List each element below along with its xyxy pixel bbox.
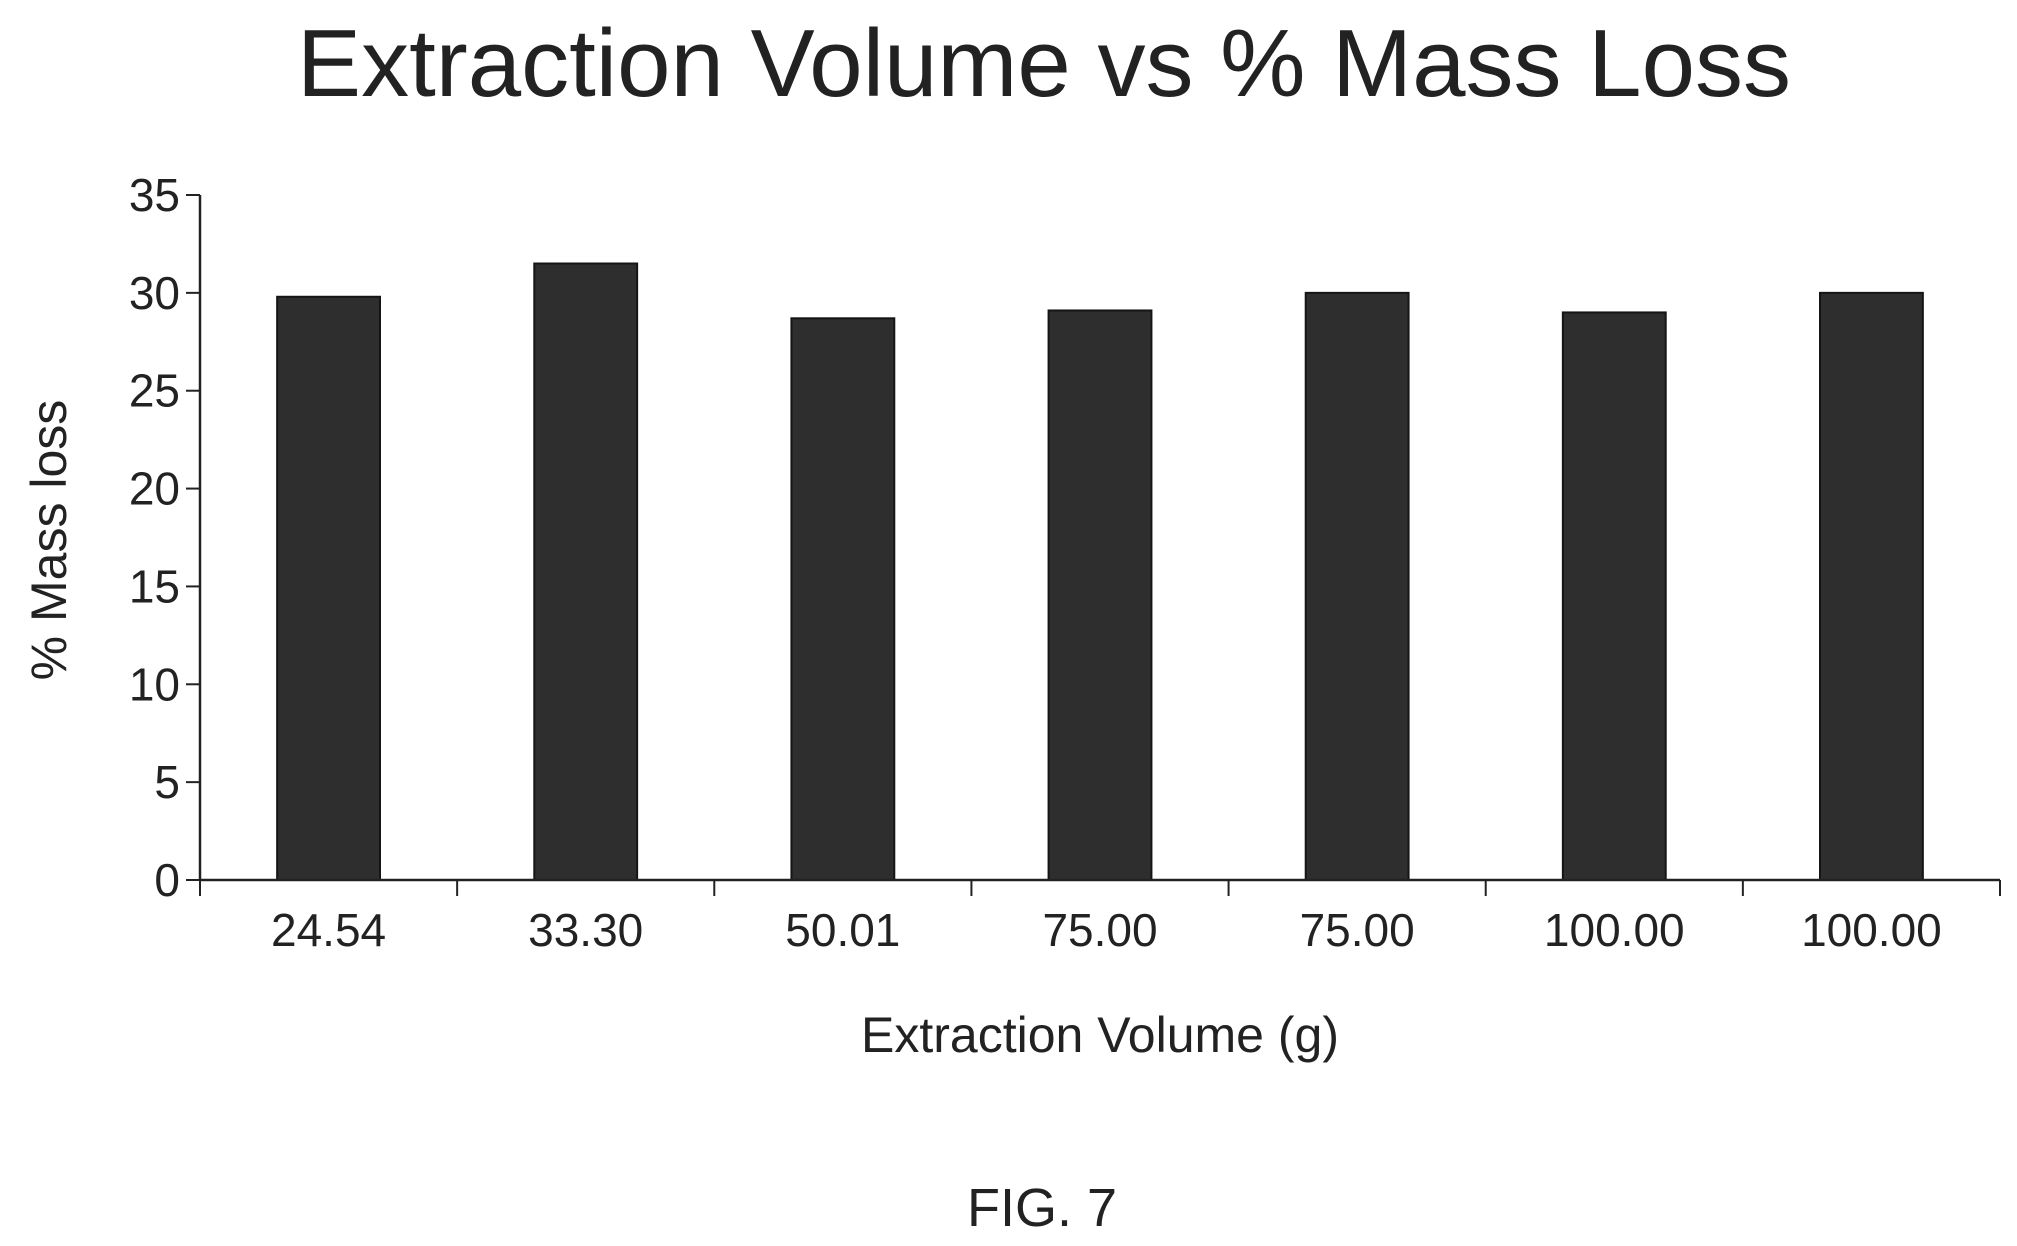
- x-axis-label: Extraction Volume (g): [861, 1007, 1339, 1063]
- bars: [276, 262, 1924, 882]
- x-axis-ticks: 24.54 33.30 50.01 75.00 75.00 100.00 100.00: [199, 880, 2001, 956]
- x-tick-label: 33.30: [528, 904, 643, 956]
- x-tick-label: 50.01: [785, 904, 900, 956]
- y-axis-ticks: 0 5 10 15 20 25 30 35: [129, 169, 200, 906]
- y-tick-label: 25: [129, 365, 180, 417]
- figure-caption: FIG. 7: [967, 1178, 1117, 1238]
- x-tick-label: 100.00: [1544, 904, 1685, 956]
- x-tick-label: 24.54: [271, 904, 386, 956]
- y-tick-label: 0: [154, 854, 180, 906]
- y-tick-label: 20: [129, 463, 180, 515]
- bar: [1304, 291, 1410, 882]
- x-tick-label: 100.00: [1801, 904, 1942, 956]
- bar: [276, 295, 381, 881]
- x-tick-label: 75.00: [1300, 904, 1415, 956]
- bar: [1819, 291, 1924, 882]
- bar: [1561, 311, 1667, 881]
- y-tick-label: 5: [154, 756, 180, 808]
- bar: [790, 317, 896, 881]
- bar: [1047, 309, 1153, 881]
- y-axis-label: % Mass loss: [21, 400, 77, 681]
- y-tick-label: 10: [129, 658, 180, 710]
- y-tick-label: 35: [129, 169, 180, 221]
- chart-title: Extraction Volume vs % Mass Loss: [297, 10, 1791, 117]
- y-tick-label: 30: [129, 267, 180, 319]
- plot-area: 0 5 10 15 20 25 30 35 24.54 33.30 50.01 75.00 75.00…: [129, 169, 2001, 956]
- y-tick-label: 15: [129, 560, 180, 612]
- x-tick-label: 75.00: [1042, 904, 1157, 956]
- bar: [533, 262, 639, 881]
